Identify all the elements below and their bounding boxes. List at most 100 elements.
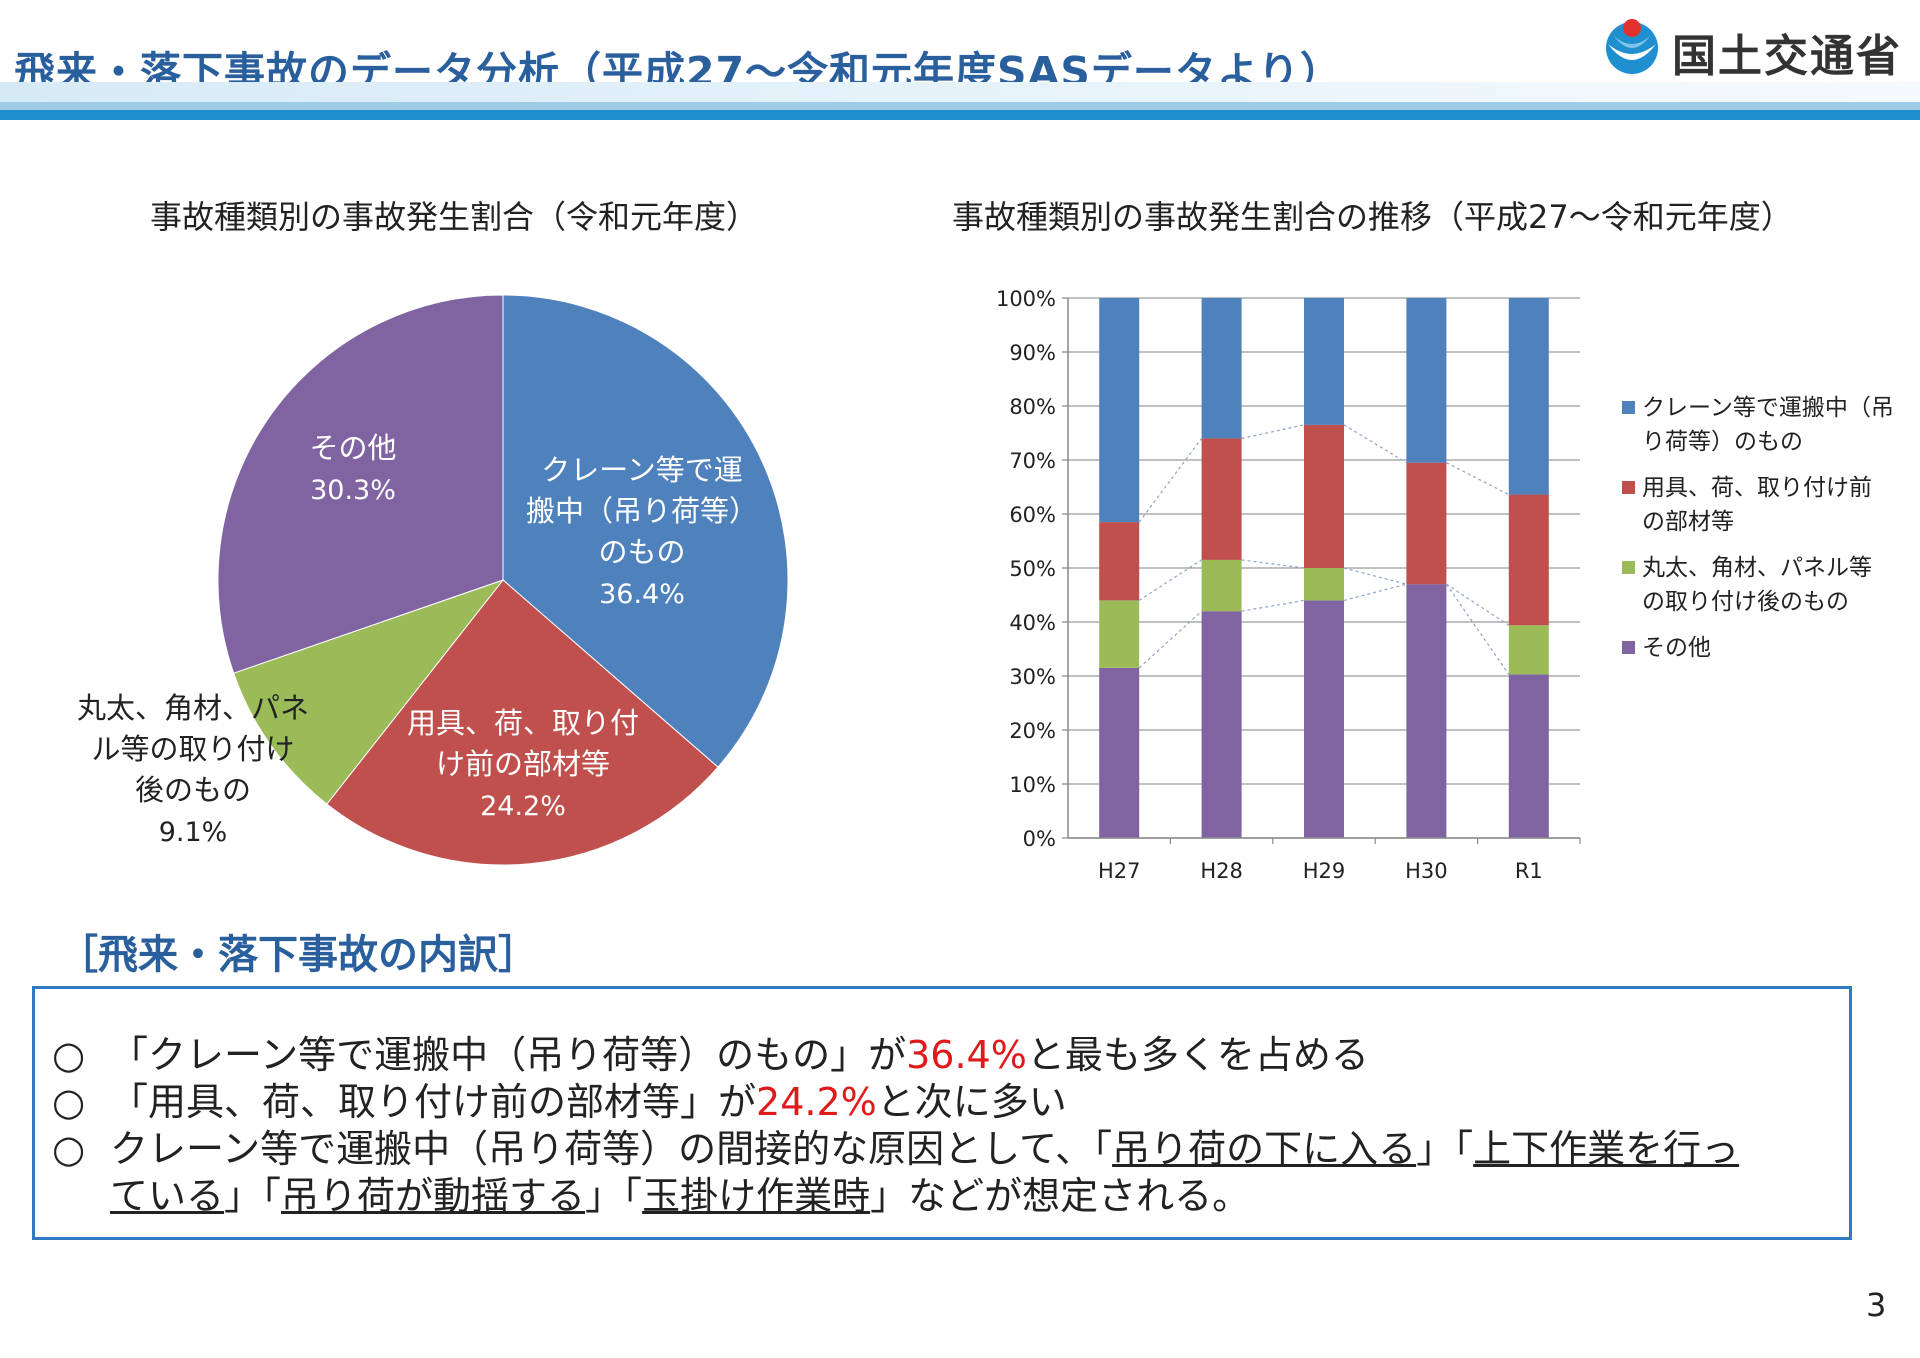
pie-slice <box>502 294 789 768</box>
series-line <box>1241 559 1305 569</box>
bullet-mark: ○ <box>52 1127 86 1171</box>
legend-label: 丸太、角材、パネル等 <box>1642 555 1872 581</box>
bullet-text: 「クレーン等で運搬中（吊り荷等）のもの」が <box>110 1033 907 1077</box>
bullet-text: と次に多い <box>876 1080 1067 1124</box>
bar-segment <box>1406 584 1447 838</box>
cause-item: 玉掛け作業時 <box>642 1174 871 1218</box>
y-tick-label: 10% <box>1009 773 1056 797</box>
legend-swatch <box>1622 401 1635 414</box>
pie-slice-percent: 30.3% <box>310 475 396 506</box>
bar-segment <box>1099 600 1140 668</box>
y-tick-label: 70% <box>1009 449 1056 473</box>
pie-slice-label: 搬中（吊り荷等） <box>526 494 758 528</box>
series-line <box>1343 567 1407 585</box>
bar-segment <box>1201 611 1242 838</box>
header-band <box>0 110 1920 120</box>
bullet-item: ○ 「クレーン等で運搬中（吊り荷等）のもの」が36.4%と最も多くを占める <box>52 1024 1369 1079</box>
y-tick-label: 30% <box>1009 665 1056 689</box>
bullet-text: 」などが想定される。 <box>870 1174 1251 1218</box>
bar-segment <box>1201 438 1242 560</box>
bar-segment <box>1304 568 1344 601</box>
legend-swatch <box>1622 481 1635 494</box>
page-number: 3 <box>1866 1286 1887 1324</box>
bullet-text: 」「 <box>585 1174 643 1218</box>
y-tick-label: 50% <box>1009 557 1056 581</box>
bar-segment <box>1304 298 1344 425</box>
cause-item: ている <box>110 1174 225 1218</box>
bar-segment <box>1304 424 1344 568</box>
bullet-text: 「用具、荷、取り付け前の部材等」が <box>110 1080 757 1124</box>
y-tick-label: 40% <box>1009 611 1056 635</box>
bar-segment <box>1508 298 1549 495</box>
bar-segment <box>1508 494 1549 626</box>
pie-slice-label: 用具、荷、取り付 <box>407 706 639 740</box>
bar-segment <box>1406 298 1447 463</box>
series-line <box>1445 583 1510 675</box>
y-tick-label: 80% <box>1009 395 1056 419</box>
x-tick-label: R1 <box>1515 859 1543 883</box>
legend-label: 用具、荷、取り付け前 <box>1642 475 1872 501</box>
mlit-logo: 国土交通省 <box>1600 14 1910 82</box>
pie-slice-percent: 36.4% <box>599 579 685 610</box>
header-band <box>0 82 1920 102</box>
pie-chart: クレーン等で運搬中（吊り荷等） のもの 36.4% 用具、荷、取り付け前の部材等 24.… <box>77 294 789 866</box>
bullet-text: 」「 <box>1416 1127 1474 1171</box>
series-line <box>1138 559 1202 601</box>
y-tick-label: 20% <box>1009 719 1056 743</box>
bullet-mark: ○ <box>52 1033 86 1077</box>
series-line <box>1241 424 1305 439</box>
breakdown-heading: ［飛来・落下事故の内訳］ <box>58 932 538 978</box>
cause-item: 上下作業を行っ <box>1473 1127 1740 1171</box>
bar-segment <box>1304 600 1344 838</box>
cause-item: 吊り荷の下に入る <box>1112 1127 1417 1171</box>
y-tick-label: 90% <box>1009 341 1056 365</box>
pie-slice <box>233 578 505 805</box>
series-line <box>1343 424 1407 464</box>
logo-text: 国土交通省 <box>1672 31 1902 82</box>
stacked-bar-chart: 0% 10% 20% 30% 40% 50% 60% 70% 80% 90% 100% H27 H28 H… <box>996 287 1894 883</box>
bullet-item-continued: ている」「吊り荷が動揺する」「玉掛け作業時」などが想定される。 <box>52 1165 1250 1220</box>
pie-slice-label: 後のもの <box>135 773 251 807</box>
pie-slice-label: クレーン等で運 <box>541 453 743 487</box>
bar-segment <box>1201 298 1242 439</box>
bar-segment <box>1508 625 1549 675</box>
pie-slice-label: のもの <box>598 535 685 569</box>
legend-swatch <box>1622 561 1635 574</box>
bar-segment <box>1099 667 1140 838</box>
x-tick-label: H27 <box>1098 859 1141 883</box>
legend-label: の取り付け後のもの <box>1642 589 1849 615</box>
bar-segment <box>1099 522 1140 601</box>
header: 飛来・落下事故のデータ分析（平成27～令和元年度SASデータより） 国土交通省 <box>0 0 1920 125</box>
bar-chart-title: 事故種類別の事故発生割合の推移（平成27～令和元年度） <box>952 198 1793 236</box>
bar-segment <box>1201 559 1242 612</box>
series-line <box>1446 462 1510 496</box>
series-line <box>1138 438 1203 523</box>
y-tick-label: 0% <box>1023 827 1056 851</box>
summary-box <box>32 986 1852 1240</box>
legend-swatch <box>1622 641 1635 654</box>
highlight-percent: 24.2% <box>756 1080 877 1124</box>
bar-segment <box>1406 462 1447 585</box>
highlight-percent: 36.4% <box>906 1033 1027 1077</box>
pie-slice <box>217 294 504 674</box>
header-band <box>0 102 1920 110</box>
series-line <box>1446 583 1510 626</box>
pie-slice-label: け前の部材等 <box>436 747 610 781</box>
legend-label: の部材等 <box>1642 509 1734 535</box>
bullet-mark: ○ <box>52 1080 86 1124</box>
pie-chart-title: 事故種類別の事故発生割合（令和元年度） <box>150 198 759 236</box>
pie-slice-label: 丸太、角材、パネ <box>77 691 309 725</box>
x-tick-label: H28 <box>1200 859 1243 883</box>
pie-slice-percent: 24.2% <box>480 791 566 822</box>
y-tick-label: 100% <box>996 287 1056 311</box>
pie-slice-percent: 9.1% <box>159 817 228 848</box>
series-line <box>1343 583 1407 601</box>
bullet-text: クレーン等で運搬中（吊り荷等）の間接的な原因として、「 <box>110 1127 1113 1171</box>
series-line <box>1138 610 1203 669</box>
legend-label: クレーン等で運搬中（吊 <box>1642 395 1894 421</box>
legend-label: り荷等）のもの <box>1642 429 1803 455</box>
pie-slice <box>326 579 719 866</box>
bar-segment <box>1099 298 1140 523</box>
x-tick-label: H30 <box>1405 859 1448 883</box>
bullet-item: ○ クレーン等で運搬中（吊り荷等）の間接的な原因として、「吊り荷の下に入る」「上下… <box>52 1118 1739 1173</box>
